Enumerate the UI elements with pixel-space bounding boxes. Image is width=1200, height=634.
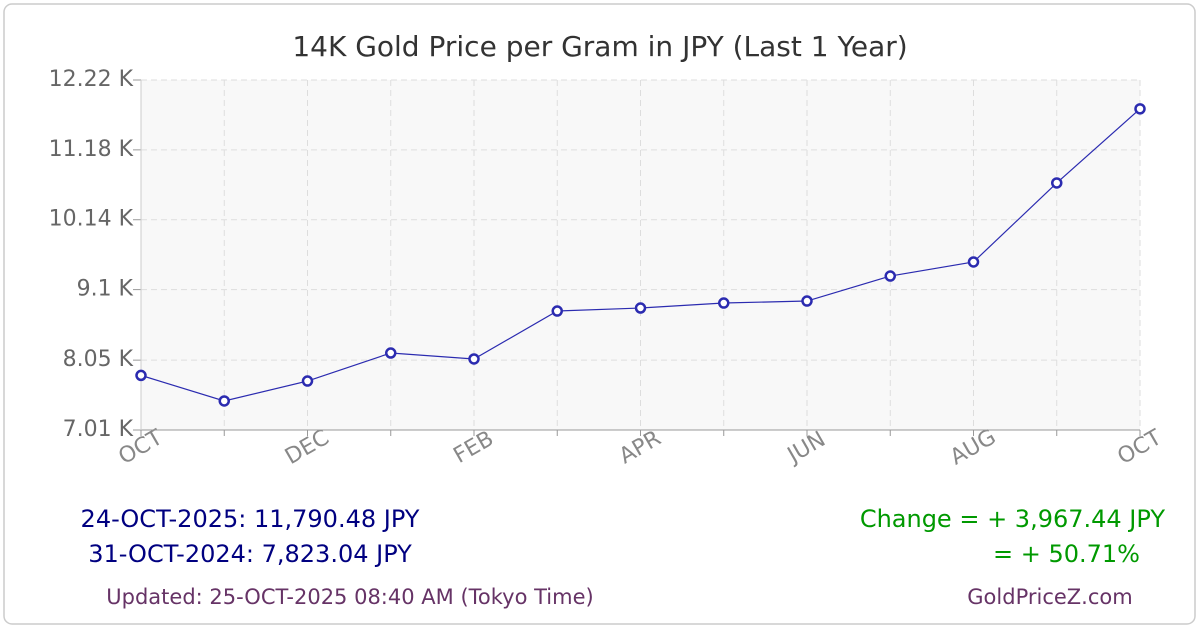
data-point xyxy=(301,375,314,387)
updated-note: Updated: 25-OCT-2025 08:40 AM (Tokyo Tim… xyxy=(106,585,593,609)
data-point xyxy=(967,256,980,268)
change-percent: = + 50.71% xyxy=(993,540,1140,568)
y-tick-label: 10.14 K xyxy=(49,207,134,232)
chart-title: 14K Gold Price per Gram in JPY (Last 1 Y… xyxy=(292,30,907,63)
y-tick-label: 9.1 K xyxy=(77,277,134,302)
y-tick-label: 12.22 K xyxy=(49,67,134,92)
data-point xyxy=(634,302,647,314)
data-point xyxy=(135,369,147,382)
data-point xyxy=(718,297,730,309)
data-point xyxy=(801,295,813,307)
data-point xyxy=(218,395,230,407)
data-point xyxy=(884,270,896,282)
data-point xyxy=(468,353,480,365)
latest-price: 24-OCT-2025: 11,790.48 JPY xyxy=(81,505,420,533)
change-amount: Change = + 3,967.44 JPY xyxy=(860,505,1166,533)
site-name: GoldPriceZ.com xyxy=(967,585,1132,609)
y-tick-label: 8.05 K xyxy=(63,347,134,372)
earliest-price: 31-OCT-2024: 7,823.04 JPY xyxy=(88,540,412,568)
data-point xyxy=(1051,177,1063,189)
y-tick-label: 11.18 K xyxy=(49,137,134,162)
data-point xyxy=(385,347,397,359)
data-point xyxy=(551,305,563,317)
data-point xyxy=(1134,103,1146,115)
y-tick-label: 7.01 K xyxy=(63,417,134,442)
